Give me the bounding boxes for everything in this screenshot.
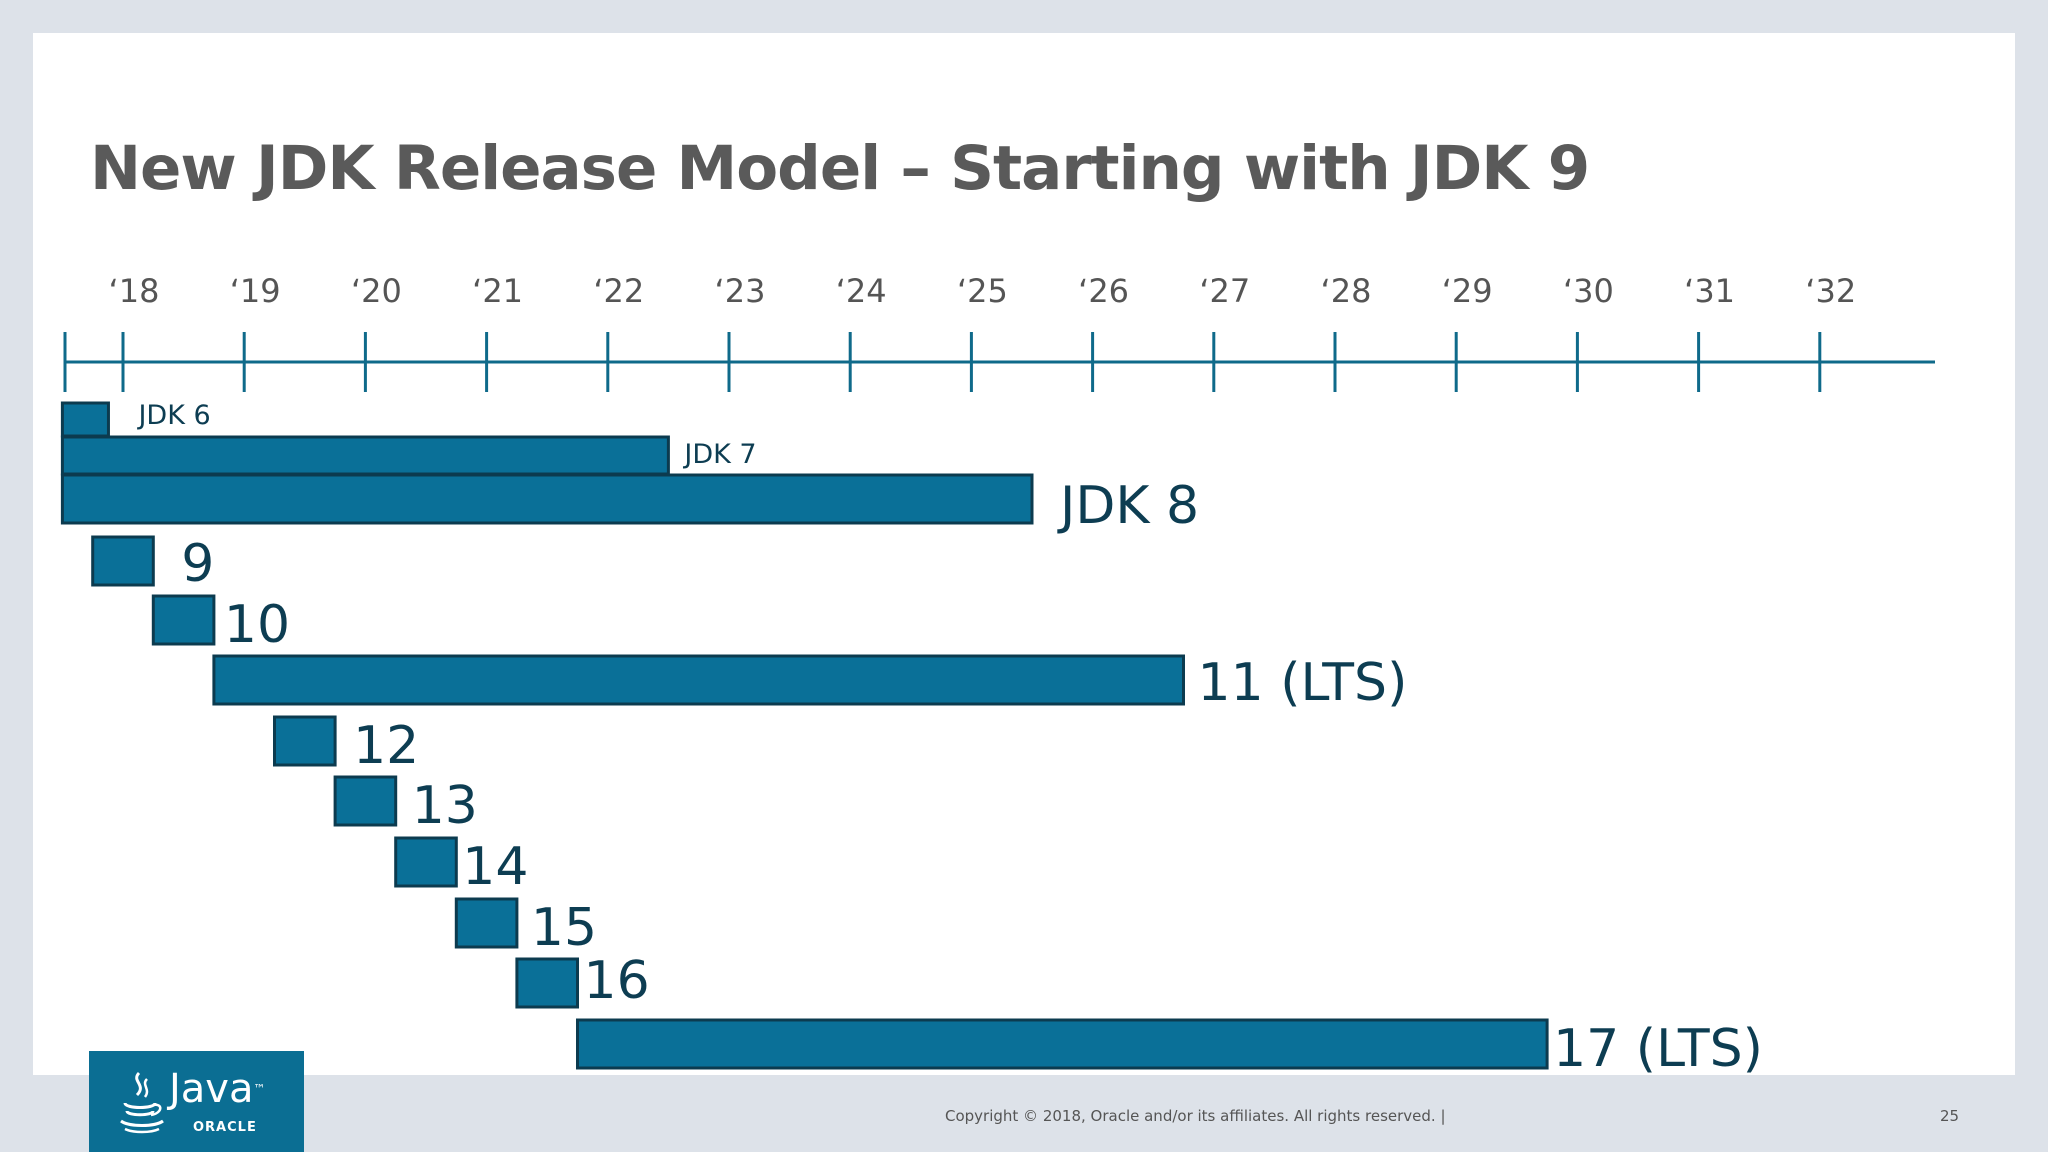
release-bar <box>60 473 1034 525</box>
page-number: 25 <box>1940 1107 1960 1125</box>
release-label: 10 <box>224 595 290 655</box>
timeline-axis: ‘18 ‘19 ‘20 ‘21 ‘22 ‘23 ‘24 ‘25 ‘26 ‘27 ‘28 ‘29 ‘30 ‘… <box>63 272 1935 392</box>
axis-tick-label: ‘32 <box>1805 272 1856 310</box>
release-label: 11 (LTS) <box>1198 653 1408 713</box>
release-bar <box>212 654 1185 706</box>
oracle-wordmark: ORACLE <box>193 1120 257 1135</box>
release-label: 9 <box>181 534 214 594</box>
release-label: 16 <box>584 951 650 1011</box>
axis-tick-label: ‘25 <box>957 272 1008 310</box>
axis-tick-label: ‘22 <box>593 272 644 310</box>
axis-tick-label: ‘29 <box>1442 272 1493 310</box>
axis-tick-label: ‘27 <box>1199 272 1250 310</box>
axis-tick-label: ‘26 <box>1078 272 1129 310</box>
axis-tick-label: ‘21 <box>472 272 523 310</box>
release-bar <box>576 1018 1549 1070</box>
release-bar <box>151 594 216 646</box>
release-label: 15 <box>531 898 597 958</box>
axis-tick-label: ‘19 <box>230 272 281 310</box>
release-bar <box>515 957 580 1009</box>
axis-tick-label: ‘28 <box>1321 272 1372 310</box>
axis-tick-label: ‘23 <box>715 272 766 310</box>
slide-title: New JDK Release Model – Starting with JD… <box>90 133 1590 204</box>
release-bar <box>273 715 337 767</box>
release-label: JDK 8 <box>1057 476 1199 536</box>
slide <box>33 33 2015 1075</box>
java-oracle-logo: Java™ ORACLE <box>89 1051 304 1152</box>
release-bar <box>454 897 519 949</box>
axis-tick-label: ‘20 <box>351 272 402 310</box>
release-bar <box>91 535 155 587</box>
java-wordmark: Java™ <box>169 1066 266 1112</box>
copyright-notice: Copyright © 2018, Oracle and/or its affi… <box>945 1107 1446 1125</box>
release-bar <box>333 775 398 827</box>
release-bar <box>394 836 458 888</box>
release-label: 17 (LTS) <box>1553 1019 1763 1079</box>
axis-tick-label: ‘18 <box>109 272 160 310</box>
axis-tick-label: ‘24 <box>836 272 887 310</box>
release-label: 13 <box>412 776 478 836</box>
release-label: 12 <box>353 716 419 776</box>
release-bar <box>60 401 110 438</box>
java-cup-icon <box>120 1071 164 1134</box>
axis-tick-label: ‘30 <box>1563 272 1614 310</box>
release-label: JDK 6 <box>136 400 210 431</box>
release-bar <box>60 435 670 476</box>
release-label: JDK 7 <box>682 439 756 470</box>
axis-tick-label: ‘31 <box>1684 272 1735 310</box>
release-label: 14 <box>462 837 528 897</box>
